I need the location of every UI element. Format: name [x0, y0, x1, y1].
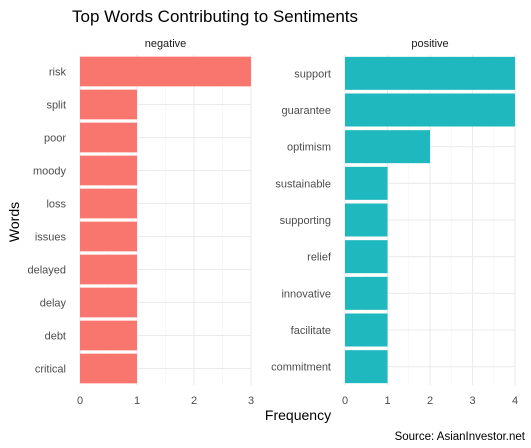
- bar-positive-relief: [345, 240, 388, 274]
- x-tick-label: 1: [134, 395, 140, 407]
- bar-negative-issues: [80, 221, 137, 252]
- x-tick-label: 2: [191, 395, 197, 407]
- source-caption: Source: AsianInvestor.net: [395, 431, 526, 443]
- category-label: optimism: [287, 142, 331, 154]
- category-label: support: [294, 68, 331, 80]
- bar-positive-support: [345, 56, 515, 90]
- category-label: innovative: [281, 288, 331, 300]
- x-tick-label: 1: [384, 395, 390, 407]
- category-label: supporting: [280, 215, 331, 227]
- category-label: split: [46, 100, 66, 112]
- facet-strip-label: negative: [145, 38, 187, 50]
- bar-positive-commitment: [345, 350, 388, 384]
- bar-positive-innovative: [345, 276, 388, 310]
- facet-panel-positive: positive support guarantee optimism sustaina…: [271, 38, 518, 407]
- bar-negative-split: [80, 89, 137, 120]
- bar-negative-loss: [80, 188, 137, 219]
- category-label: loss: [46, 199, 66, 211]
- bar-positive-optimism: [345, 130, 430, 164]
- category-label: sustainable: [275, 178, 331, 190]
- category-label: delayed: [27, 265, 66, 277]
- y-axis-title: Words: [6, 202, 22, 242]
- category-label: risk: [49, 67, 67, 79]
- x-tick-label: 2: [427, 395, 433, 407]
- x-axis-title: Frequency: [265, 407, 331, 423]
- category-label: relief: [307, 252, 332, 264]
- bar-negative-delayed: [80, 254, 137, 285]
- bar-negative-critical: [80, 353, 137, 384]
- category-label: facilitate: [291, 325, 331, 337]
- category-label: issues: [35, 232, 67, 244]
- bar-negative-debt: [80, 320, 137, 351]
- x-tick-label: 3: [248, 395, 254, 407]
- x-tick-label: 0: [342, 395, 348, 407]
- bar-negative-poor: [80, 122, 137, 153]
- facet-panels: negative risk split poor moody loss issues dela…: [27, 38, 518, 407]
- x-tick-label: 3: [469, 395, 475, 407]
- category-label: moody: [33, 166, 67, 178]
- category-label: debt: [45, 331, 66, 343]
- x-tick-label: 0: [77, 395, 83, 407]
- category-label: critical: [35, 364, 66, 376]
- facet-panel-negative: negative risk split poor moody loss issues dela…: [27, 38, 254, 407]
- category-label: poor: [44, 133, 66, 145]
- bar-positive-facilitate: [345, 313, 388, 347]
- category-label: commitment: [271, 362, 331, 374]
- category-label: guarantee: [281, 105, 331, 117]
- bar-positive-sustainable: [345, 166, 388, 200]
- bar-negative-risk: [80, 56, 251, 87]
- x-tick-label: 4: [512, 395, 518, 407]
- chart-title: Top Words Contributing to Sentiments: [72, 7, 358, 26]
- bar-negative-moody: [80, 155, 137, 186]
- bar-negative-delay: [80, 287, 137, 318]
- bar-positive-supporting: [345, 203, 388, 237]
- category-label: delay: [40, 298, 67, 310]
- facet-strip-label: positive: [411, 38, 448, 50]
- bar-positive-guarantee: [345, 93, 515, 127]
